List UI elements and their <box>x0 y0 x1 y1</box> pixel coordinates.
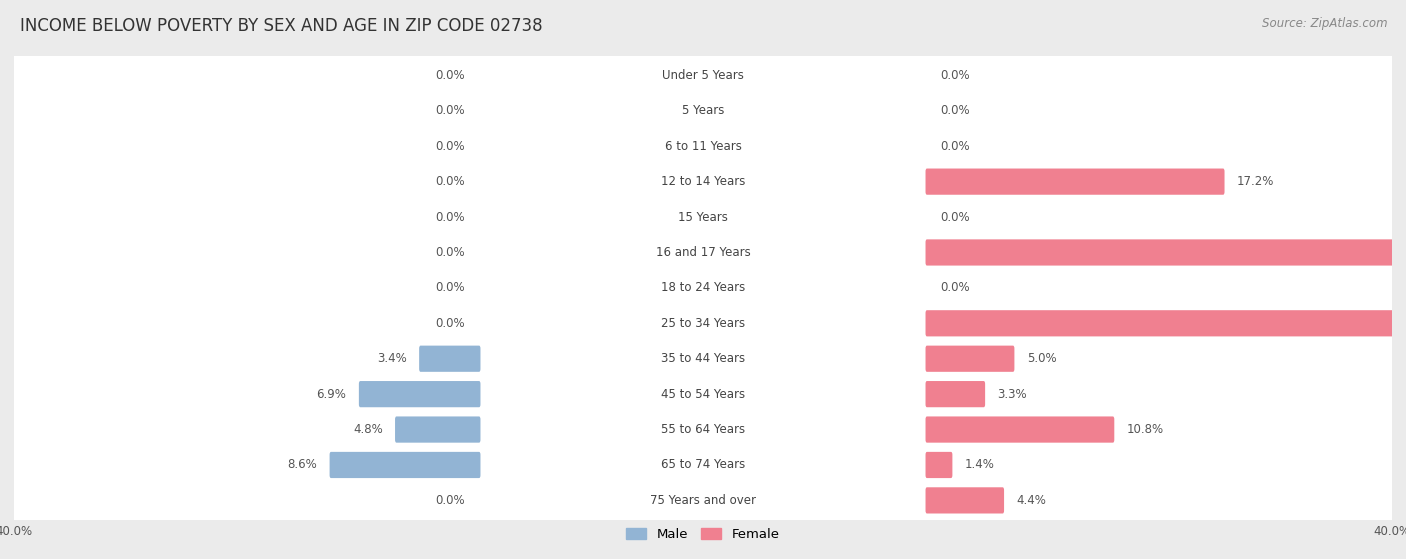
Text: 0.0%: 0.0% <box>436 69 465 82</box>
FancyBboxPatch shape <box>13 372 1393 416</box>
Text: 65 to 74 Years: 65 to 74 Years <box>661 458 745 471</box>
Text: 3.4%: 3.4% <box>377 352 406 365</box>
FancyBboxPatch shape <box>925 345 1014 372</box>
FancyBboxPatch shape <box>13 337 1393 381</box>
FancyBboxPatch shape <box>13 230 1393 275</box>
Text: 0.0%: 0.0% <box>436 140 465 153</box>
FancyBboxPatch shape <box>13 159 1393 204</box>
Text: 4.4%: 4.4% <box>1017 494 1046 507</box>
FancyBboxPatch shape <box>329 452 481 478</box>
Text: 55 to 64 Years: 55 to 64 Years <box>661 423 745 436</box>
FancyBboxPatch shape <box>13 443 1393 487</box>
Text: 0.0%: 0.0% <box>436 105 465 117</box>
Text: 0.0%: 0.0% <box>436 175 465 188</box>
FancyBboxPatch shape <box>13 478 1393 523</box>
Text: 0.0%: 0.0% <box>436 494 465 507</box>
Text: 25 to 34 Years: 25 to 34 Years <box>661 317 745 330</box>
Text: 4.8%: 4.8% <box>353 423 382 436</box>
Text: 6.9%: 6.9% <box>316 387 346 401</box>
Text: 18 to 24 Years: 18 to 24 Years <box>661 281 745 295</box>
Text: 6 to 11 Years: 6 to 11 Years <box>665 140 741 153</box>
FancyBboxPatch shape <box>925 239 1406 266</box>
FancyBboxPatch shape <box>925 381 986 408</box>
Text: 1.4%: 1.4% <box>965 458 994 471</box>
Text: 35 to 44 Years: 35 to 44 Years <box>661 352 745 365</box>
Text: 75 Years and over: 75 Years and over <box>650 494 756 507</box>
Text: 0.0%: 0.0% <box>941 281 970 295</box>
FancyBboxPatch shape <box>13 88 1393 133</box>
Text: 0.0%: 0.0% <box>941 211 970 224</box>
Text: 17.2%: 17.2% <box>1237 175 1274 188</box>
Text: 45 to 54 Years: 45 to 54 Years <box>661 387 745 401</box>
FancyBboxPatch shape <box>925 416 1115 443</box>
Text: 0.0%: 0.0% <box>436 211 465 224</box>
FancyBboxPatch shape <box>925 168 1225 195</box>
FancyBboxPatch shape <box>13 53 1393 98</box>
Text: 0.0%: 0.0% <box>436 246 465 259</box>
Text: 16 and 17 Years: 16 and 17 Years <box>655 246 751 259</box>
Text: 8.6%: 8.6% <box>287 458 318 471</box>
FancyBboxPatch shape <box>925 310 1406 337</box>
FancyBboxPatch shape <box>419 345 481 372</box>
Text: 12 to 14 Years: 12 to 14 Years <box>661 175 745 188</box>
FancyBboxPatch shape <box>925 452 952 478</box>
Text: 0.0%: 0.0% <box>436 281 465 295</box>
Text: Under 5 Years: Under 5 Years <box>662 69 744 82</box>
FancyBboxPatch shape <box>13 124 1393 168</box>
Text: 0.0%: 0.0% <box>941 140 970 153</box>
FancyBboxPatch shape <box>13 266 1393 310</box>
Text: Source: ZipAtlas.com: Source: ZipAtlas.com <box>1263 17 1388 30</box>
FancyBboxPatch shape <box>13 195 1393 239</box>
Text: INCOME BELOW POVERTY BY SEX AND AGE IN ZIP CODE 02738: INCOME BELOW POVERTY BY SEX AND AGE IN Z… <box>20 17 543 35</box>
Legend: Male, Female: Male, Female <box>626 528 780 541</box>
Text: 10.8%: 10.8% <box>1126 423 1164 436</box>
FancyBboxPatch shape <box>359 381 481 408</box>
Text: 0.0%: 0.0% <box>941 105 970 117</box>
FancyBboxPatch shape <box>925 487 1004 514</box>
Text: 3.3%: 3.3% <box>997 387 1028 401</box>
Text: 0.0%: 0.0% <box>436 317 465 330</box>
Text: 5.0%: 5.0% <box>1026 352 1056 365</box>
FancyBboxPatch shape <box>13 301 1393 345</box>
Text: 0.0%: 0.0% <box>941 69 970 82</box>
Text: 5 Years: 5 Years <box>682 105 724 117</box>
FancyBboxPatch shape <box>395 416 481 443</box>
FancyBboxPatch shape <box>13 408 1393 452</box>
Text: 15 Years: 15 Years <box>678 211 728 224</box>
